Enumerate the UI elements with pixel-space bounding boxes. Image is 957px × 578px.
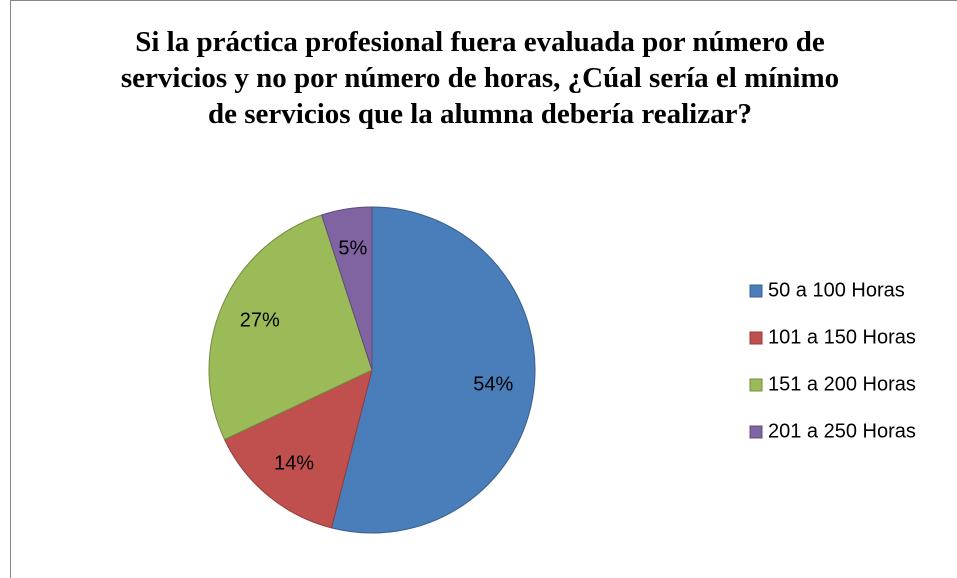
chart-title: Si la práctica profesional fuera evaluad… bbox=[120, 26, 840, 130]
legend-label: 101 a 150 Horas bbox=[768, 326, 916, 348]
data-label: 5% bbox=[338, 238, 367, 260]
pie-slice bbox=[320, 206, 373, 371]
legend-label: 151 a 200 Horas bbox=[768, 373, 916, 395]
legend-swatch bbox=[749, 331, 763, 345]
pie-slice bbox=[330, 206, 536, 534]
data-label: 54% bbox=[473, 374, 513, 396]
legend-label: 50 a 100 Horas bbox=[768, 279, 905, 301]
legend-swatch bbox=[749, 284, 763, 298]
legend-swatch bbox=[749, 425, 763, 439]
pie-slice bbox=[223, 369, 373, 529]
chart-border bbox=[10, 0, 957, 578]
pie-slice bbox=[208, 214, 373, 441]
data-label: 14% bbox=[274, 452, 314, 474]
data-label: 27% bbox=[240, 310, 280, 332]
legend-label: 201 a 250 Horas bbox=[768, 420, 916, 442]
legend-swatch bbox=[749, 378, 763, 392]
